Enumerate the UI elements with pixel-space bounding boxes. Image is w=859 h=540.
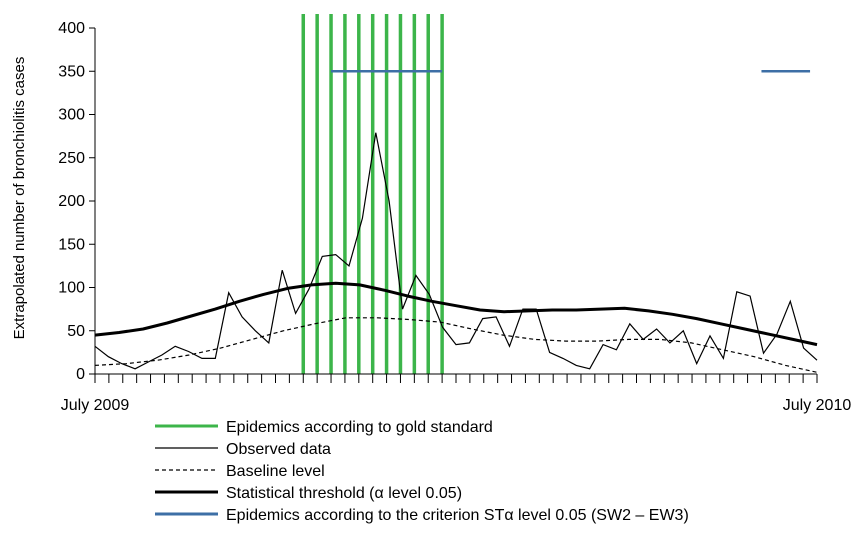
y-tick-label-150: 150 — [58, 236, 85, 253]
legend-label-3: Statistical threshold (α level 0.05) — [226, 485, 462, 502]
series-thin-solid-line — [94, 132, 818, 370]
y-tick-label-250: 250 — [58, 150, 85, 167]
y-tick-label-100: 100 — [58, 280, 85, 297]
x-axis — [94, 373, 818, 383]
y-axis: 0 50 100 150 200 250 300 350 400 — [58, 20, 96, 383]
x-tick-label-end: July 2010 — [783, 397, 852, 414]
series-dashed-line — [94, 317, 818, 373]
y-tick-label-350: 350 — [58, 63, 85, 80]
gold-standard-bars — [301, 14, 444, 374]
legend-label-4: Epidemics according to the criterion STα… — [226, 507, 689, 524]
series-lines — [94, 132, 818, 373]
legend-label-1: Observed data — [226, 441, 331, 458]
y-axis-label: Extrapolated number of bronchiolitis cas… — [11, 57, 28, 340]
legend-label-0: Epidemics according to gold standard — [226, 419, 493, 436]
legend-label-2: Baseline level — [226, 463, 325, 480]
y-tick-label-300: 300 — [58, 107, 85, 124]
series-thick-solid-line — [94, 281, 818, 347]
y-tick-label-400: 400 — [58, 20, 85, 37]
legend: Epidemics according to gold standard Obse… — [155, 419, 689, 524]
y-tick-label-0: 0 — [76, 366, 85, 383]
y-tick-label-50: 50 — [67, 323, 85, 340]
x-tick-label-start: July 2009 — [61, 397, 130, 414]
y-tick-label-200: 200 — [58, 193, 85, 210]
